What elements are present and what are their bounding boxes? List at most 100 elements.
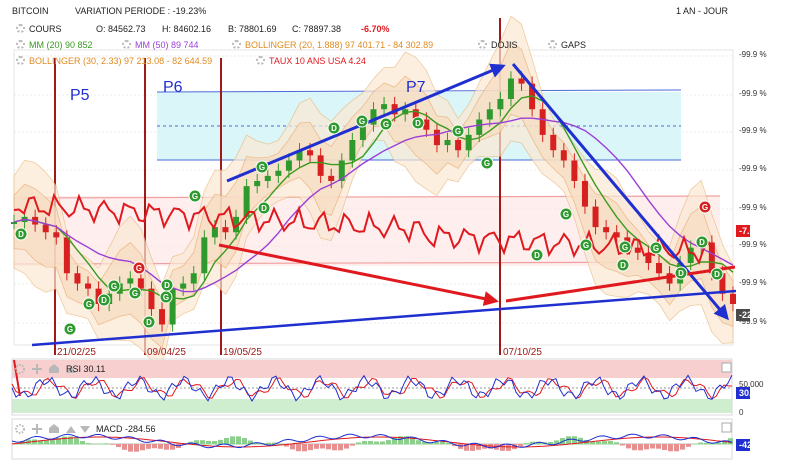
support-trendline bbox=[31, 289, 737, 347]
candle-body bbox=[11, 222, 17, 224]
gear-icon[interactable] bbox=[232, 40, 241, 49]
price-tag: -22.20 bbox=[736, 309, 765, 321]
candle-body bbox=[74, 273, 81, 284]
macd-bar bbox=[500, 444, 505, 451]
rsi-value: 30.11 bbox=[83, 364, 106, 374]
macd-bar bbox=[80, 440, 85, 445]
rsi-header: RSI 30.11 bbox=[66, 364, 105, 375]
panel-toolbar bbox=[15, 364, 59, 374]
axis-label: -99.9 % bbox=[739, 164, 767, 173]
g-marker bbox=[579, 238, 593, 252]
macd-bar bbox=[662, 444, 667, 451]
candle-body bbox=[581, 181, 588, 207]
candle-body bbox=[497, 99, 504, 110]
d-marker bbox=[616, 258, 630, 272]
macd-bar bbox=[212, 441, 217, 445]
macd-bar bbox=[704, 442, 709, 445]
d-marker-label: D bbox=[415, 119, 421, 128]
d-marker-label: D bbox=[699, 238, 705, 247]
candle-body bbox=[719, 273, 726, 294]
d-marker bbox=[695, 235, 709, 249]
gear-icon[interactable] bbox=[16, 56, 25, 65]
d-marker-label: D bbox=[620, 261, 626, 270]
macd-bar bbox=[590, 441, 595, 445]
macd-bar bbox=[692, 443, 697, 445]
macd-bar bbox=[536, 441, 541, 445]
macd-bar bbox=[716, 442, 721, 445]
dojis-legend[interactable]: DOJIS bbox=[478, 40, 518, 51]
low-value: B: 78801.69 bbox=[228, 24, 277, 34]
gear-icon[interactable] bbox=[478, 40, 487, 49]
g-marker bbox=[188, 189, 202, 203]
gear-icon[interactable] bbox=[16, 40, 25, 49]
bollinger30-legend[interactable]: BOLLINGER (30, 2.33) 97 213.08 - 82 644.… bbox=[16, 56, 212, 67]
candle-body bbox=[222, 227, 229, 233]
rate-tag: -7.08 bbox=[736, 225, 760, 237]
g-marker-label: G bbox=[653, 244, 659, 253]
macd-bar bbox=[434, 441, 439, 445]
macd-bar bbox=[548, 441, 553, 445]
g-marker-label: G bbox=[383, 120, 389, 129]
bollinger30-label: BOLLINGER (30, 2.33) 97 213.08 - 82 644.… bbox=[29, 56, 213, 66]
candle-body bbox=[211, 227, 218, 238]
candle-body bbox=[42, 224, 49, 233]
move-icon bbox=[32, 424, 42, 434]
d-marker bbox=[710, 267, 724, 281]
candle-body bbox=[148, 288, 155, 310]
open-value: O: 84562.73 bbox=[96, 24, 146, 34]
candle-body bbox=[370, 109, 377, 125]
candle-body bbox=[571, 160, 578, 181]
macd-bar bbox=[446, 442, 451, 445]
period-label[interactable]: 1 AN - JOUR bbox=[676, 6, 729, 16]
candle-body bbox=[666, 273, 673, 284]
macd-bar bbox=[200, 440, 205, 445]
macd-bar bbox=[632, 444, 637, 451]
taux-legend[interactable]: TAUX 10 ANS USA 4.24 bbox=[256, 56, 366, 67]
down-icon bbox=[80, 426, 90, 433]
candle-body bbox=[296, 150, 303, 161]
candle-body bbox=[381, 104, 388, 110]
mm50-legend[interactable]: MM (50) 89 744 bbox=[122, 40, 199, 51]
candle-body bbox=[465, 134, 472, 151]
candle-body bbox=[180, 283, 187, 289]
d-marker bbox=[674, 266, 688, 280]
cours-legend[interactable]: COURS bbox=[16, 24, 62, 35]
d-marker bbox=[160, 278, 174, 292]
gear-icon[interactable] bbox=[16, 24, 25, 33]
rsi-panel-frame bbox=[11, 358, 733, 416]
candle-body bbox=[539, 109, 546, 135]
red-up-trendline bbox=[505, 265, 736, 303]
bollinger20-legend[interactable]: BOLLINGER (20, 1.888) 97 401.71 - 84 302… bbox=[232, 40, 433, 51]
macd-bar bbox=[620, 444, 625, 446]
macd-bar bbox=[626, 444, 631, 449]
macd-bar bbox=[680, 444, 685, 450]
macd-bar bbox=[230, 436, 235, 445]
axis-label: -99.9 % bbox=[739, 278, 767, 287]
mm20-legend[interactable]: MM (20) 90 852 bbox=[16, 40, 93, 51]
d-marker bbox=[142, 315, 156, 329]
rate-line bbox=[13, 192, 715, 266]
date-label: 19/05/25 bbox=[223, 347, 262, 358]
g-marker bbox=[480, 156, 494, 170]
candle-body bbox=[307, 150, 314, 156]
g-marker-label: G bbox=[455, 127, 461, 136]
axis-label: -99.9 % bbox=[739, 89, 767, 98]
g-marker bbox=[82, 297, 96, 311]
symbol-label: BITCOIN bbox=[12, 6, 49, 16]
candle-body bbox=[254, 181, 261, 187]
candle-body bbox=[592, 206, 599, 228]
macd-bar bbox=[272, 442, 277, 445]
gear-icon[interactable] bbox=[548, 40, 557, 49]
gear-icon[interactable] bbox=[256, 56, 265, 65]
rsi-spike bbox=[13, 359, 21, 397]
candle-body bbox=[455, 140, 462, 151]
candle-body bbox=[169, 288, 176, 325]
gaps-legend[interactable]: GAPS bbox=[548, 40, 586, 51]
candle-body bbox=[423, 119, 430, 130]
rsi-level-label: 50.000 bbox=[739, 380, 764, 389]
macd-bar bbox=[440, 441, 445, 445]
gear-icon[interactable] bbox=[122, 40, 131, 49]
candle-body bbox=[63, 237, 70, 274]
macd-bar bbox=[152, 444, 157, 449]
d-marker bbox=[14, 227, 28, 241]
